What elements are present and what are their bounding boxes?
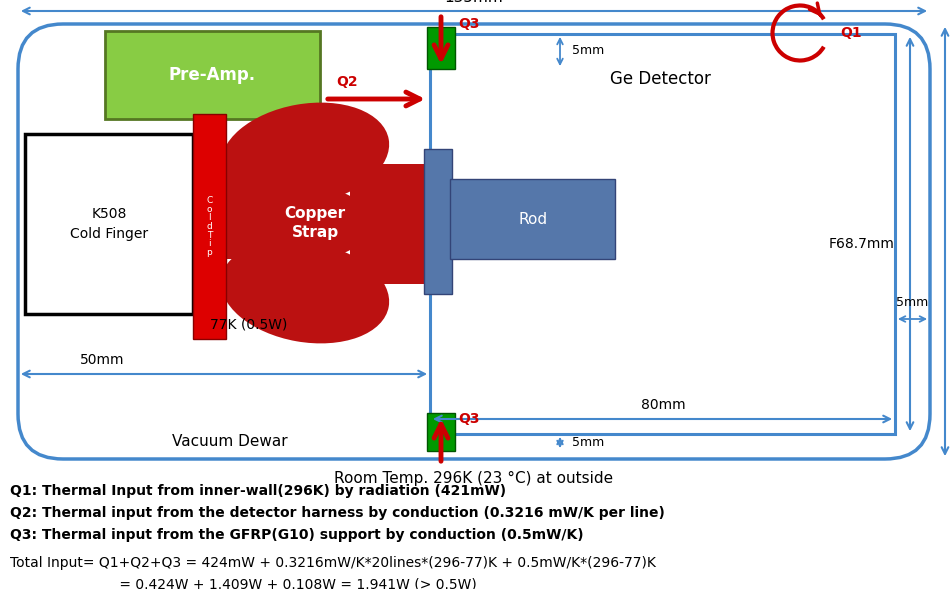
Ellipse shape bbox=[221, 102, 388, 206]
Text: 5mm: 5mm bbox=[571, 435, 604, 448]
Text: F68.7mm: F68.7mm bbox=[828, 237, 894, 251]
Text: 5mm: 5mm bbox=[571, 45, 604, 58]
Bar bbox=[224, 149, 284, 259]
Text: C
o
l
d
T
i
p: C o l d T i p bbox=[207, 196, 212, 257]
Text: Ge Detector: Ge Detector bbox=[609, 70, 709, 88]
Text: Q1: Q1 bbox=[839, 26, 861, 40]
Text: 50mm: 50mm bbox=[80, 353, 125, 367]
Text: Q2: Q2 bbox=[336, 75, 357, 89]
Text: 77K (0.5W): 77K (0.5W) bbox=[209, 317, 288, 331]
Bar bbox=[25, 134, 193, 314]
Bar bbox=[349, 164, 429, 284]
Text: Vacuum Dewar: Vacuum Dewar bbox=[172, 434, 288, 448]
Text: F78.7mm: F78.7mm bbox=[951, 208, 952, 274]
Text: = 0.424W + 1.409W + 0.108W = 1.941W (> 0.5W): = 0.424W + 1.409W + 0.108W = 1.941W (> 0… bbox=[10, 578, 476, 589]
Text: Room Temp. 296K (23 °C) at outside: Room Temp. 296K (23 °C) at outside bbox=[334, 471, 613, 486]
Bar bbox=[193, 114, 226, 339]
Text: K508
Cold Finger: K508 Cold Finger bbox=[69, 207, 148, 241]
Text: 5mm: 5mm bbox=[895, 296, 927, 309]
Bar bbox=[424, 149, 451, 294]
Bar bbox=[449, 179, 614, 259]
Text: Pre-Amp.: Pre-Amp. bbox=[169, 66, 256, 84]
Bar bbox=[426, 413, 454, 451]
Text: Copper
Strap: Copper Strap bbox=[284, 206, 346, 240]
Ellipse shape bbox=[229, 198, 300, 248]
Ellipse shape bbox=[221, 240, 388, 343]
Text: Q2: Thermal input from the detector harness by conduction (0.3216 mW/K per line): Q2: Thermal input from the detector harn… bbox=[10, 506, 664, 520]
Text: Q1: Thermal Input from inner-wall(296K) by radiation (421mW): Q1: Thermal Input from inner-wall(296K) … bbox=[10, 484, 506, 498]
Text: 135mm: 135mm bbox=[445, 0, 503, 5]
Text: 80mm: 80mm bbox=[640, 398, 684, 412]
Text: Total Input= Q1+Q2+Q3 = 424mW + 0.3216mW/K*20lines*(296-77)K + 0.5mW/K*(296-77)K: Total Input= Q1+Q2+Q3 = 424mW + 0.3216mW… bbox=[10, 556, 655, 570]
Text: Q3: Q3 bbox=[458, 412, 479, 426]
Bar bbox=[105, 31, 320, 119]
Bar bbox=[429, 34, 894, 434]
Text: Rod: Rod bbox=[518, 211, 547, 227]
Ellipse shape bbox=[240, 186, 369, 260]
Text: Q3: Q3 bbox=[458, 17, 479, 31]
Text: Q3: Thermal input from the GFRP(G10) support by conduction (0.5mW/K): Q3: Thermal input from the GFRP(G10) sup… bbox=[10, 528, 583, 542]
Bar bbox=[426, 27, 454, 69]
